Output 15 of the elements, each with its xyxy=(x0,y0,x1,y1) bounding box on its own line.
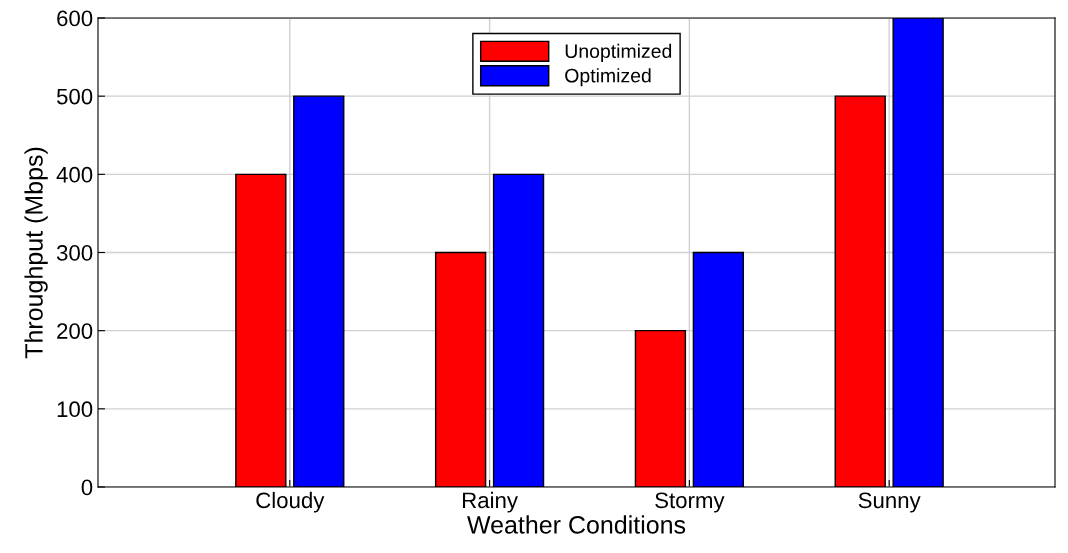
x-tick-label: Sunny xyxy=(858,492,921,513)
y-tick-label: 400 xyxy=(56,166,93,183)
y-axis-title: Throughput (Mbps) xyxy=(24,147,48,359)
y-tick-label: 500 xyxy=(56,88,93,105)
legend-label: Optimized xyxy=(565,68,651,87)
x-tick-label: Stormy xyxy=(655,492,725,513)
legend-label: Unoptimized xyxy=(565,43,672,62)
x-tick-label: Cloudy xyxy=(256,491,325,513)
y-tick-label: 300 xyxy=(56,245,93,261)
x-axis-title: Weather Conditions xyxy=(467,515,686,534)
y-tick-label: 600 xyxy=(57,10,93,27)
x-tick-label: Rainy xyxy=(463,491,518,513)
y-tick-label: 200 xyxy=(57,323,93,339)
y-tick-label: 100 xyxy=(57,401,93,418)
y-tick-label: 0 xyxy=(81,479,93,496)
